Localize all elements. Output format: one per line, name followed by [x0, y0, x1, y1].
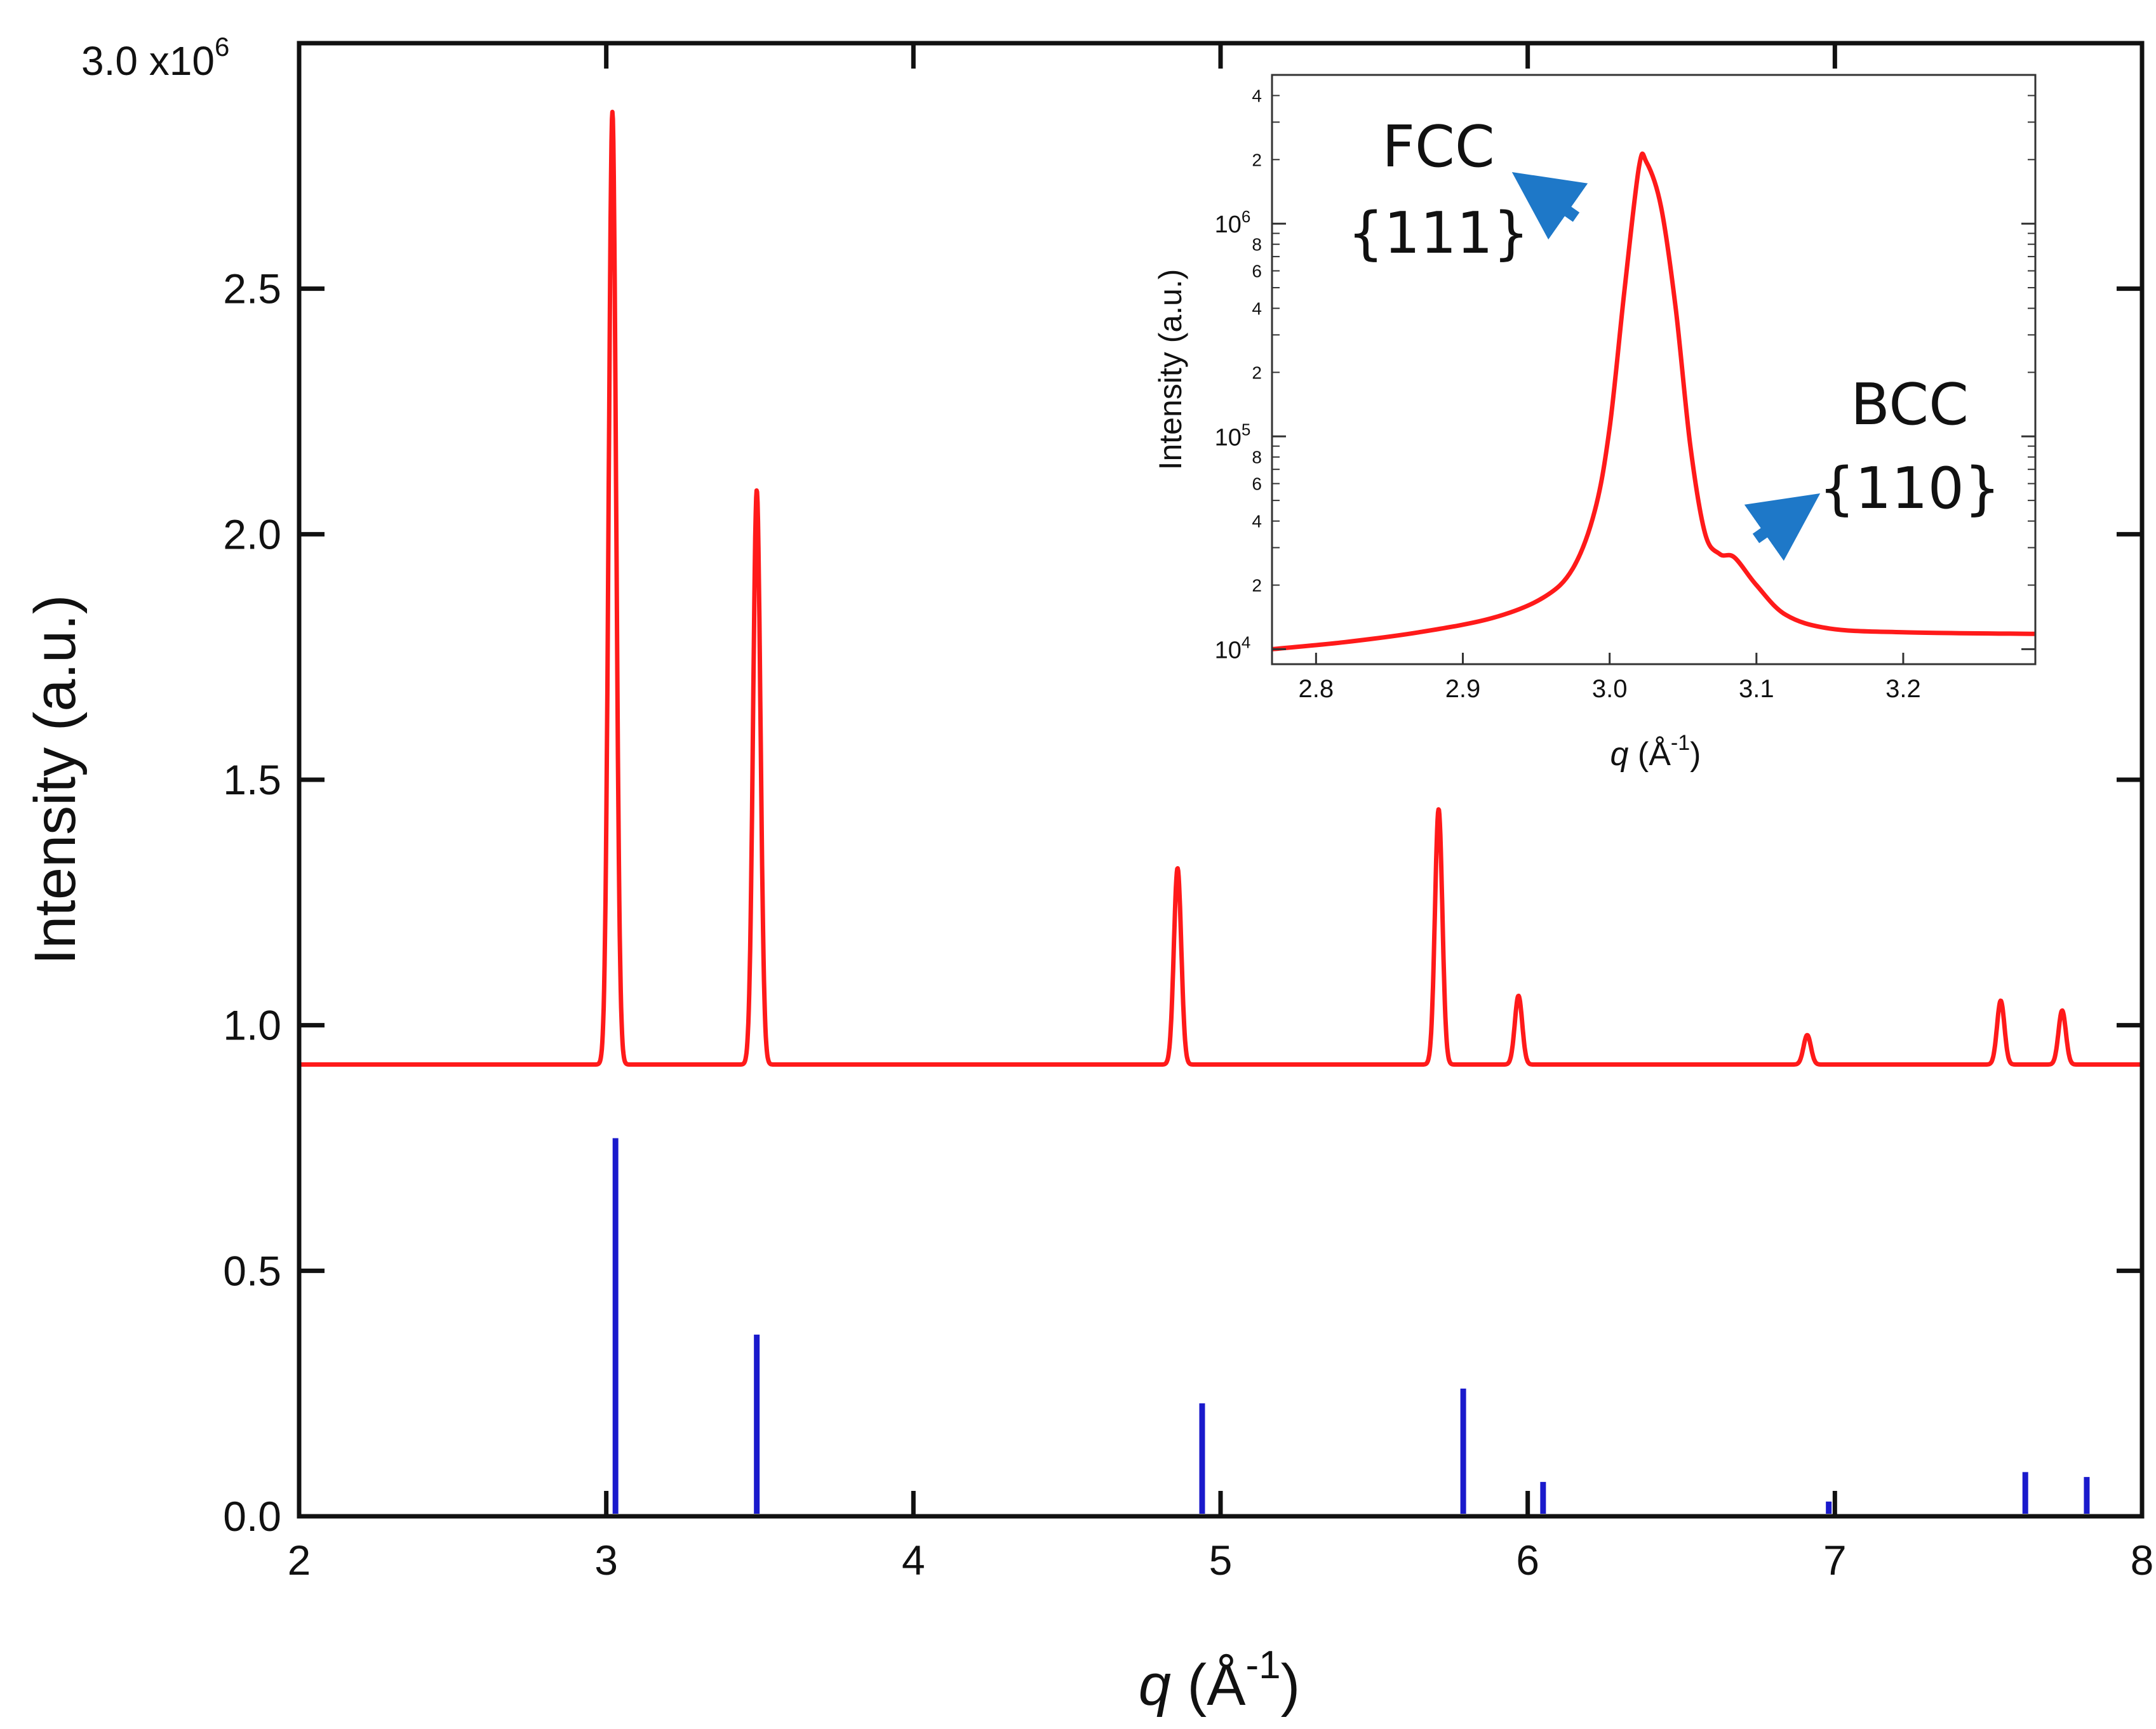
inset-y-major-label: 105	[1215, 420, 1251, 451]
x-tick-label: 6	[1516, 1537, 1539, 1584]
y-tick-label: 0.0	[223, 1493, 281, 1540]
inset-x-axis-exponent: -1	[1671, 731, 1690, 755]
inset-y-minor-label: 4	[1252, 512, 1262, 531]
bcc-arrow	[1744, 493, 1821, 561]
inset-y-major-label: 106	[1215, 207, 1251, 238]
inset-plot-frame	[1271, 74, 2037, 665]
y-multiplier-label: 3.0 x106	[81, 32, 229, 84]
inset-x-axis-title: q (Å-1)	[1610, 731, 1701, 773]
y-tick-label: 1.0	[223, 1002, 281, 1049]
inset-y-minor-label: 8	[1252, 235, 1262, 255]
y-multiplier-number: 3.0	[81, 38, 138, 84]
fcc-miller-index: {111}	[1348, 200, 1529, 267]
inset-x-tick-label: 3.0	[1592, 675, 1628, 703]
main-series-layer	[297, 109, 2144, 1514]
y-multiplier-exponent: 6	[215, 32, 229, 62]
y-tick-label: 2.5	[223, 265, 281, 312]
inset-y-minor-label: 4	[1252, 86, 1262, 105]
inset-x-axis-unit: (Å	[1638, 736, 1671, 773]
inset-y-major-label: 104	[1215, 632, 1251, 664]
inset-y-minor-label: 6	[1252, 262, 1262, 281]
inset-y-axis-title: Intensity (a.u.)	[1153, 269, 1188, 471]
y-tick-label: 0.5	[223, 1247, 281, 1294]
inset-series-layer	[1271, 151, 2036, 651]
x-axis-variable: q	[1139, 1653, 1171, 1718]
y-tick-label: 1.5	[223, 756, 281, 803]
main-x-axis-title: q (Å-1)	[1139, 1643, 1301, 1718]
x-tick-label: 3	[594, 1537, 618, 1584]
inset-y-minor-label: 8	[1252, 448, 1262, 467]
main-y-axis-title: Intensity (a.u.)	[23, 595, 88, 965]
x-tick-label: 2	[288, 1537, 311, 1584]
main-axis-ticks: 2 3 4 5 6 7 8 0.0 0.5 1.0 1.5 2.0 2.5	[223, 41, 2154, 1584]
bcc-miller-index: {110}	[1819, 455, 2000, 522]
inset-y-minor-label: 2	[1252, 150, 1262, 170]
x-tick-label: 5	[1209, 1537, 1233, 1584]
inset-x-axis-close: )	[1690, 736, 1701, 773]
x-tick-label: 8	[2131, 1537, 2154, 1584]
x-tick-label: 4	[902, 1537, 925, 1584]
fcc-label: FCC	[1382, 114, 1494, 180]
inset-y-minor-label: 2	[1252, 363, 1262, 382]
x-axis-unit: (Å	[1187, 1653, 1246, 1718]
inset-x-tick-label: 2.8	[1299, 675, 1334, 703]
main-chart: 2 3 4 5 6 7 80.00.51.01.52.02.5 3.0 x106 Inten…	[23, 32, 2153, 1718]
x-tick-label: 7	[1823, 1537, 1847, 1584]
measured-pattern-line	[297, 109, 2144, 1067]
y-multiplier-x10: x10	[149, 38, 215, 84]
inset-y-minor-label: 4	[1252, 299, 1262, 319]
inset-y-minor-label: 2	[1252, 575, 1262, 595]
y-tick-label: 2.0	[223, 511, 281, 557]
inset-axis-ticks: 2.8 2.9 3.0 3.1 3.2 104 105 106 2 4 6 8 2 4 6 8 2 4	[1215, 74, 2035, 703]
fcc-arrow	[1511, 171, 1588, 240]
inset-chart: 2.8 2.9 3.0 3.1 3.2 104 105 106 2 4 6 8 2 4 6 8 2 4 Inten…	[1153, 74, 2037, 773]
inset-x-tick-label: 3.1	[1739, 675, 1774, 703]
inset-pattern-line	[1271, 151, 2036, 651]
x-axis-exponent: -1	[1245, 1643, 1280, 1687]
inset-y-minor-label: 6	[1252, 474, 1262, 494]
inset-x-tick-label: 3.2	[1885, 675, 1921, 703]
inset-x-axis-variable: q	[1610, 736, 1629, 773]
bcc-label: BCC	[1851, 371, 1969, 438]
inset-x-tick-label: 2.9	[1445, 675, 1481, 703]
x-axis-close: )	[1281, 1653, 1301, 1718]
